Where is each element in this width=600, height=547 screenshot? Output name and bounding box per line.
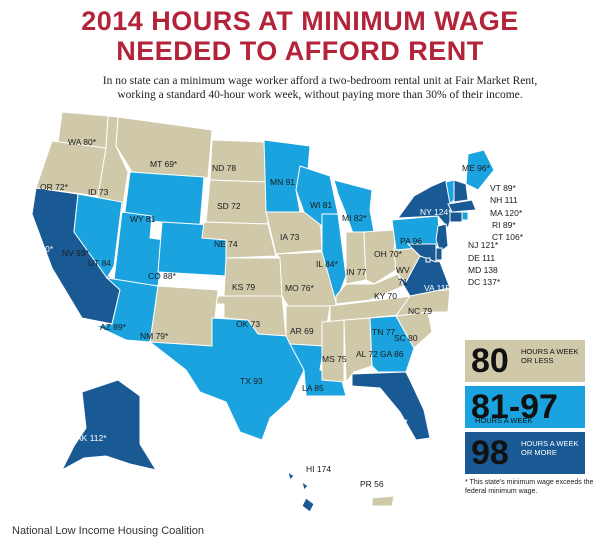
- state-label: PR 56: [360, 479, 384, 489]
- state-label: KS 79: [232, 282, 255, 292]
- state-nd: [209, 139, 267, 183]
- state-label: ME 96*: [462, 163, 491, 173]
- state-label: CA 130*: [22, 244, 54, 254]
- legend-caption-mid: HOURS A WEEK: [475, 416, 533, 425]
- state-label: WY 81: [130, 214, 156, 224]
- state-label: VA 115: [424, 283, 450, 293]
- state-label: NY 124*: [420, 207, 452, 217]
- footnote: * This state's minimum wage exceeds the …: [465, 479, 594, 495]
- state-label: GA 86: [380, 349, 404, 359]
- state-label: SC 80: [394, 333, 418, 343]
- state-label: IA 73: [280, 232, 300, 242]
- state-label: 71: [398, 277, 408, 287]
- state-label: SD 72: [217, 201, 241, 211]
- state-shapes: [31, 111, 495, 513]
- state-label: MD 138: [468, 265, 498, 275]
- state-me: [465, 149, 495, 191]
- subtitle-line-2: working a standard 40-hour work week, wi…: [117, 89, 523, 101]
- legend-swatch-high: 98 HOURS A WEEK OR MORE: [465, 432, 585, 474]
- state-oh: [363, 229, 397, 285]
- state-label: DC 137*: [468, 277, 501, 287]
- state-label: NV 93*: [62, 248, 90, 258]
- title-line-1: 2014 HOURS AT MINIMUM WAGE: [81, 6, 519, 36]
- state-il: [321, 213, 347, 304]
- state-ri: [461, 211, 469, 221]
- state-label: IN 77: [346, 267, 367, 277]
- state-nv: [73, 193, 123, 279]
- title-line-2: NEEDED TO AFFORD RENT: [116, 36, 484, 66]
- state-fl: [351, 371, 431, 441]
- state-nh: [453, 179, 469, 203]
- legend-swatch-mid: 81-97 HOURS A WEEK: [465, 386, 585, 428]
- legend-number-mid: 81-97: [471, 388, 558, 426]
- state-label: HI 174: [306, 464, 331, 474]
- state-label: LA 85: [302, 383, 324, 393]
- state-label: KY 70: [374, 291, 397, 301]
- state-label: CT 106*: [492, 232, 524, 242]
- state-label: NC 79: [408, 306, 432, 316]
- state-label: MT 69*: [150, 159, 178, 169]
- state-label: NE 74: [214, 239, 238, 249]
- legend-caption-low: HOURS A WEEK OR LESS: [521, 347, 579, 365]
- state-label: AZ 89*: [100, 322, 127, 332]
- state-label: CO 88*: [148, 271, 177, 281]
- state-ak: [60, 379, 158, 472]
- state-label: ND 78: [212, 163, 236, 173]
- state-label: ID 73: [88, 187, 109, 197]
- state-label: WV: [396, 265, 410, 275]
- state-label: NJ 121*: [468, 240, 499, 250]
- state-tx: [148, 317, 305, 441]
- state-label: OH 70*: [374, 249, 403, 259]
- subtitle-line-1: In no state can a minimum wage worker af…: [102, 75, 538, 87]
- state-ma: [447, 199, 477, 213]
- legend-swatch-low: 80 HOURS A WEEK OR LESS: [465, 340, 585, 382]
- state-label: AL 72: [356, 349, 378, 359]
- state-label: AR 69: [290, 326, 314, 336]
- state-label: RI 89*: [492, 220, 516, 230]
- state-label: DE 111: [468, 253, 495, 263]
- state-label: MO 76*: [285, 283, 315, 293]
- state-pr: [371, 495, 395, 507]
- state-nj: [435, 223, 449, 253]
- state-label: OK 73: [236, 319, 260, 329]
- state-label: MA 120*: [490, 208, 523, 218]
- state-label: NH 111: [490, 195, 518, 205]
- state-dc: [425, 257, 431, 263]
- state-label: PA 96: [400, 236, 422, 246]
- state-ms: [321, 319, 345, 383]
- state-hi: [287, 470, 315, 513]
- state-label: MI 82*: [342, 213, 367, 223]
- legend-number-high: 98: [471, 434, 509, 472]
- state-label: OR 72*: [40, 182, 69, 192]
- source-credit: National Low Income Housing Coalition: [12, 525, 204, 537]
- state-labels: WA 80* OR 72* CA 130* ID 73 NV 93* AZ 89* UT 8…: [22, 137, 524, 489]
- state-label: NM 79*: [140, 331, 169, 341]
- state-label: WI 81: [310, 200, 332, 210]
- state-label: TN 77: [372, 327, 395, 337]
- legend-number-low: 80: [471, 342, 509, 380]
- state-label: MN 91: [270, 177, 295, 187]
- state-label: TX 93: [240, 376, 263, 386]
- state-de: [435, 247, 443, 261]
- state-ct: [449, 211, 463, 223]
- state-label: MS 75: [322, 354, 347, 364]
- state-label: WA 80*: [68, 137, 97, 147]
- state-label: FL 98*: [383, 417, 408, 427]
- state-al: [343, 317, 373, 384]
- state-label: IL 84*: [316, 259, 339, 269]
- state-label: UT 84: [88, 258, 111, 268]
- legend-caption-high: HOURS A WEEK OR MORE: [521, 439, 579, 457]
- state-label: AK 112*: [76, 433, 107, 443]
- state-label: VT 89*: [490, 183, 517, 193]
